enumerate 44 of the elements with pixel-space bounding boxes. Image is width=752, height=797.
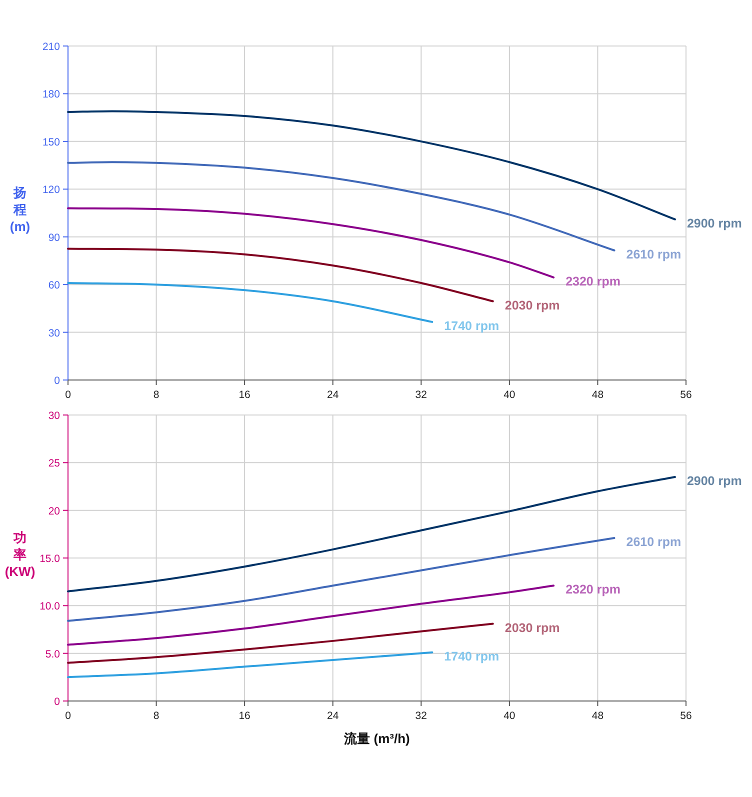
y-tick-label: 0	[54, 375, 60, 387]
x-tick-label: 24	[327, 710, 339, 722]
series-label: 2610 rpm	[626, 247, 682, 262]
y-tick-label: 30	[48, 327, 60, 340]
series-label: 2900 rpm	[686, 474, 742, 488]
series-label: 1740 rpm	[444, 649, 500, 664]
y-axis-title: 扬程 (m)	[10, 185, 30, 234]
x-tick-label: 56	[680, 389, 692, 401]
x-tick-label: 40	[504, 389, 516, 401]
y-tick-label: 15.0	[40, 553, 60, 565]
series-label: 2610 rpm	[626, 534, 682, 549]
series-label: 2900 rpm	[686, 216, 742, 230]
x-tick-label: 0	[65, 710, 72, 722]
x-tick-label: 32	[415, 389, 428, 401]
series-label: 1740 rpm	[444, 318, 500, 333]
y-tick-label: 0	[54, 696, 60, 708]
x-tick-label: 48	[592, 710, 604, 722]
y-tick-label: 210	[42, 41, 60, 53]
x-tick-label: 16	[238, 389, 251, 401]
x-tick-label: 16	[238, 710, 251, 722]
y-tick-label: 10.0	[40, 600, 60, 613]
y-tick-label: 180	[42, 88, 60, 101]
x-axis-title: 流量 (m³/h)	[343, 731, 410, 746]
y-tick-label: 150	[42, 136, 60, 148]
x-tick-label: 0	[65, 389, 72, 401]
y-tick-label: 90	[48, 232, 60, 244]
y-tick-label: 30	[48, 410, 60, 422]
y-tick-label: 120	[42, 184, 60, 196]
series-label: 2030 rpm	[504, 298, 560, 312]
x-tick-label: 24	[327, 389, 339, 401]
x-tick-label: 48	[592, 389, 604, 401]
x-tick-label: 40	[504, 710, 516, 722]
x-tick-label: 56	[680, 710, 692, 722]
x-tick-label: 32	[415, 710, 428, 722]
series-label: 2030 rpm	[504, 620, 560, 635]
x-tick-label: 8	[153, 389, 160, 401]
y-tick-label: 60	[48, 280, 60, 292]
series-label: 2320 rpm	[566, 582, 620, 597]
y-tick-label: 20	[48, 505, 60, 518]
y-tick-label: 5.0	[45, 648, 60, 660]
y-tick-label: 25	[48, 458, 60, 470]
series-label: 2320 rpm	[566, 274, 620, 288]
x-tick-label: 8	[153, 710, 160, 722]
y-axis-title: 功率 (KW)	[4, 530, 36, 579]
